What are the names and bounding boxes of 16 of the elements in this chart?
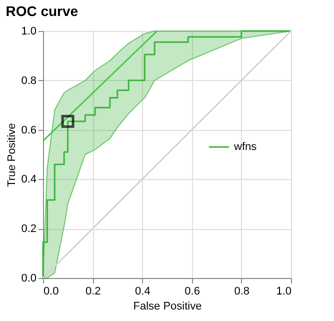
x-tick-label: 0.8: [234, 286, 250, 298]
y-tick-label: 1.0: [21, 26, 36, 38]
x-axis-title: False Positive: [133, 300, 202, 312]
y-tick-label: 0.8: [21, 74, 36, 87]
legend-label: wfns: [233, 141, 258, 153]
chart-title: ROC curve: [6, 3, 78, 19]
x-tick-label: 1.0: [276, 286, 292, 298]
y-tick-label: 0.6: [21, 124, 36, 136]
y-tick-label: 0.4: [21, 174, 36, 186]
x-tick-label: 0.2: [85, 286, 101, 298]
y-tick-label: 0.0: [21, 272, 36, 284]
x-tick-label: 0.0: [44, 286, 59, 298]
y-axis-title: True Positive: [6, 123, 18, 187]
x-tick-label: 0.6: [184, 286, 200, 298]
x-tick-label: 0.4: [135, 286, 150, 298]
y-tick-label: 0.2: [21, 223, 36, 236]
